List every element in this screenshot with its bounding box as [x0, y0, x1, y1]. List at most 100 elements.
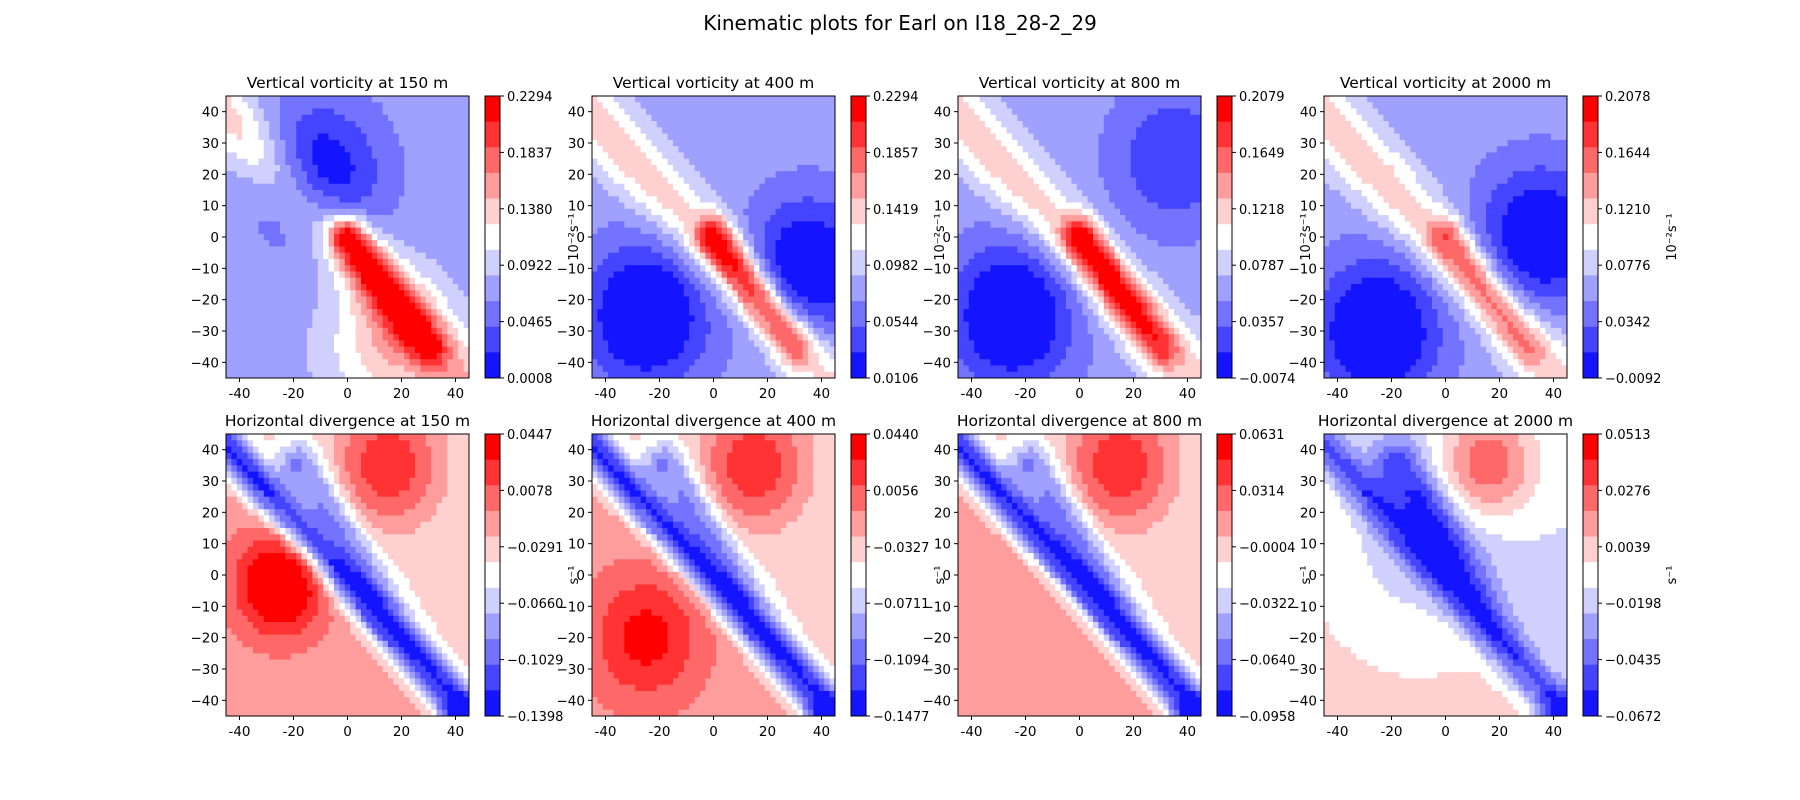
contour-cell — [1006, 108, 1013, 116]
contour-cell — [673, 208, 679, 216]
contour-cell — [770, 196, 777, 204]
contour-cell — [613, 114, 620, 122]
contour-cell — [640, 309, 647, 316]
contour-cell — [420, 164, 427, 172]
contour-cell — [452, 302, 459, 310]
contour-cell — [296, 127, 303, 135]
contour-cell — [388, 202, 394, 210]
contour-cell — [754, 114, 760, 122]
contour-cell — [290, 121, 297, 128]
contour-cell — [420, 327, 427, 335]
contour-cell — [624, 139, 631, 147]
contour-cell — [775, 108, 782, 116]
contour-cell — [678, 309, 685, 316]
contour-cell — [263, 340, 270, 348]
contour-cell — [597, 114, 604, 122]
contour-cell — [420, 240, 427, 247]
contour-cell — [382, 177, 389, 185]
contour-cell — [436, 258, 443, 266]
contour-cell — [242, 221, 249, 229]
contour-cell — [415, 346, 421, 354]
contour-cell — [748, 290, 755, 298]
contour-cell — [979, 265, 986, 273]
contour-cell — [447, 190, 454, 197]
contour-cell — [317, 171, 324, 179]
contour-cell — [990, 158, 997, 166]
contour-cell — [963, 365, 970, 373]
contour-cell — [236, 252, 243, 260]
contour-cell — [1044, 171, 1051, 179]
contour-cell — [974, 302, 981, 310]
contour-cell — [640, 96, 647, 103]
contour-cell — [452, 127, 459, 135]
contour-cell — [436, 121, 443, 128]
contour-cell — [323, 352, 330, 360]
contour-cell — [285, 158, 292, 166]
contour-cell — [786, 202, 793, 210]
contour-cell — [339, 158, 346, 166]
contour-cell — [409, 240, 416, 247]
contour-cell — [802, 327, 809, 335]
contour-cell — [786, 158, 793, 166]
contour-cell — [263, 233, 270, 241]
contour-cell — [700, 334, 706, 341]
contour-cell — [770, 290, 777, 298]
contour-cell — [775, 164, 782, 172]
contour-cell — [247, 240, 254, 247]
contour-cell — [732, 183, 739, 191]
contour-cell — [640, 290, 647, 298]
contour-cell — [990, 371, 997, 378]
contour-cell — [312, 246, 319, 254]
x-tick-label: 40 — [813, 386, 830, 402]
contour-cell — [301, 240, 308, 247]
contour-cell — [673, 139, 679, 147]
contour-cell — [759, 246, 766, 254]
contour-cell — [344, 202, 351, 210]
contour-cell — [301, 258, 308, 266]
contour-cell — [813, 202, 820, 210]
contour-cell — [361, 290, 367, 298]
contour-cell — [985, 277, 991, 285]
contour-cell — [727, 133, 733, 141]
contour-cell — [366, 252, 373, 260]
contour-cell — [247, 290, 254, 298]
contour-cell — [231, 202, 238, 210]
contour-cell — [608, 164, 615, 172]
contour-cell — [361, 114, 367, 122]
contour-cell — [732, 152, 739, 160]
contour-cell — [253, 96, 259, 103]
contour-cell — [705, 121, 712, 128]
contour-cell — [415, 233, 421, 241]
contour-cell — [371, 102, 378, 110]
contour-cell — [813, 133, 820, 141]
contour-cell — [431, 177, 438, 185]
contour-cell — [1022, 227, 1029, 235]
contour-cell — [339, 177, 346, 185]
contour-cell — [1039, 196, 1045, 204]
contour-cell — [716, 221, 723, 229]
contour-cell — [1044, 152, 1051, 160]
contour-cell — [312, 284, 319, 291]
contour-cell — [608, 158, 615, 166]
contour-cell — [415, 177, 421, 185]
contour-cell — [263, 290, 270, 298]
contour-cell — [824, 309, 831, 316]
contour-cell — [700, 121, 706, 128]
contour-cell — [791, 327, 798, 335]
contour-cell — [759, 171, 766, 179]
contour-cell — [231, 359, 238, 367]
contour-cell — [323, 152, 330, 160]
contour-cell — [985, 183, 991, 191]
contour-cell — [344, 190, 351, 197]
contour-cell — [694, 121, 701, 128]
contour-cell — [743, 277, 750, 285]
contour-cell — [995, 271, 1002, 279]
contour-cell — [355, 359, 362, 367]
contour-cell — [226, 284, 232, 291]
contour-cell — [770, 221, 777, 229]
contour-cell — [312, 371, 319, 378]
contour-cell — [694, 177, 701, 185]
contour-cell — [344, 334, 351, 341]
contour-cell — [683, 127, 690, 135]
contour-cell — [312, 102, 319, 110]
